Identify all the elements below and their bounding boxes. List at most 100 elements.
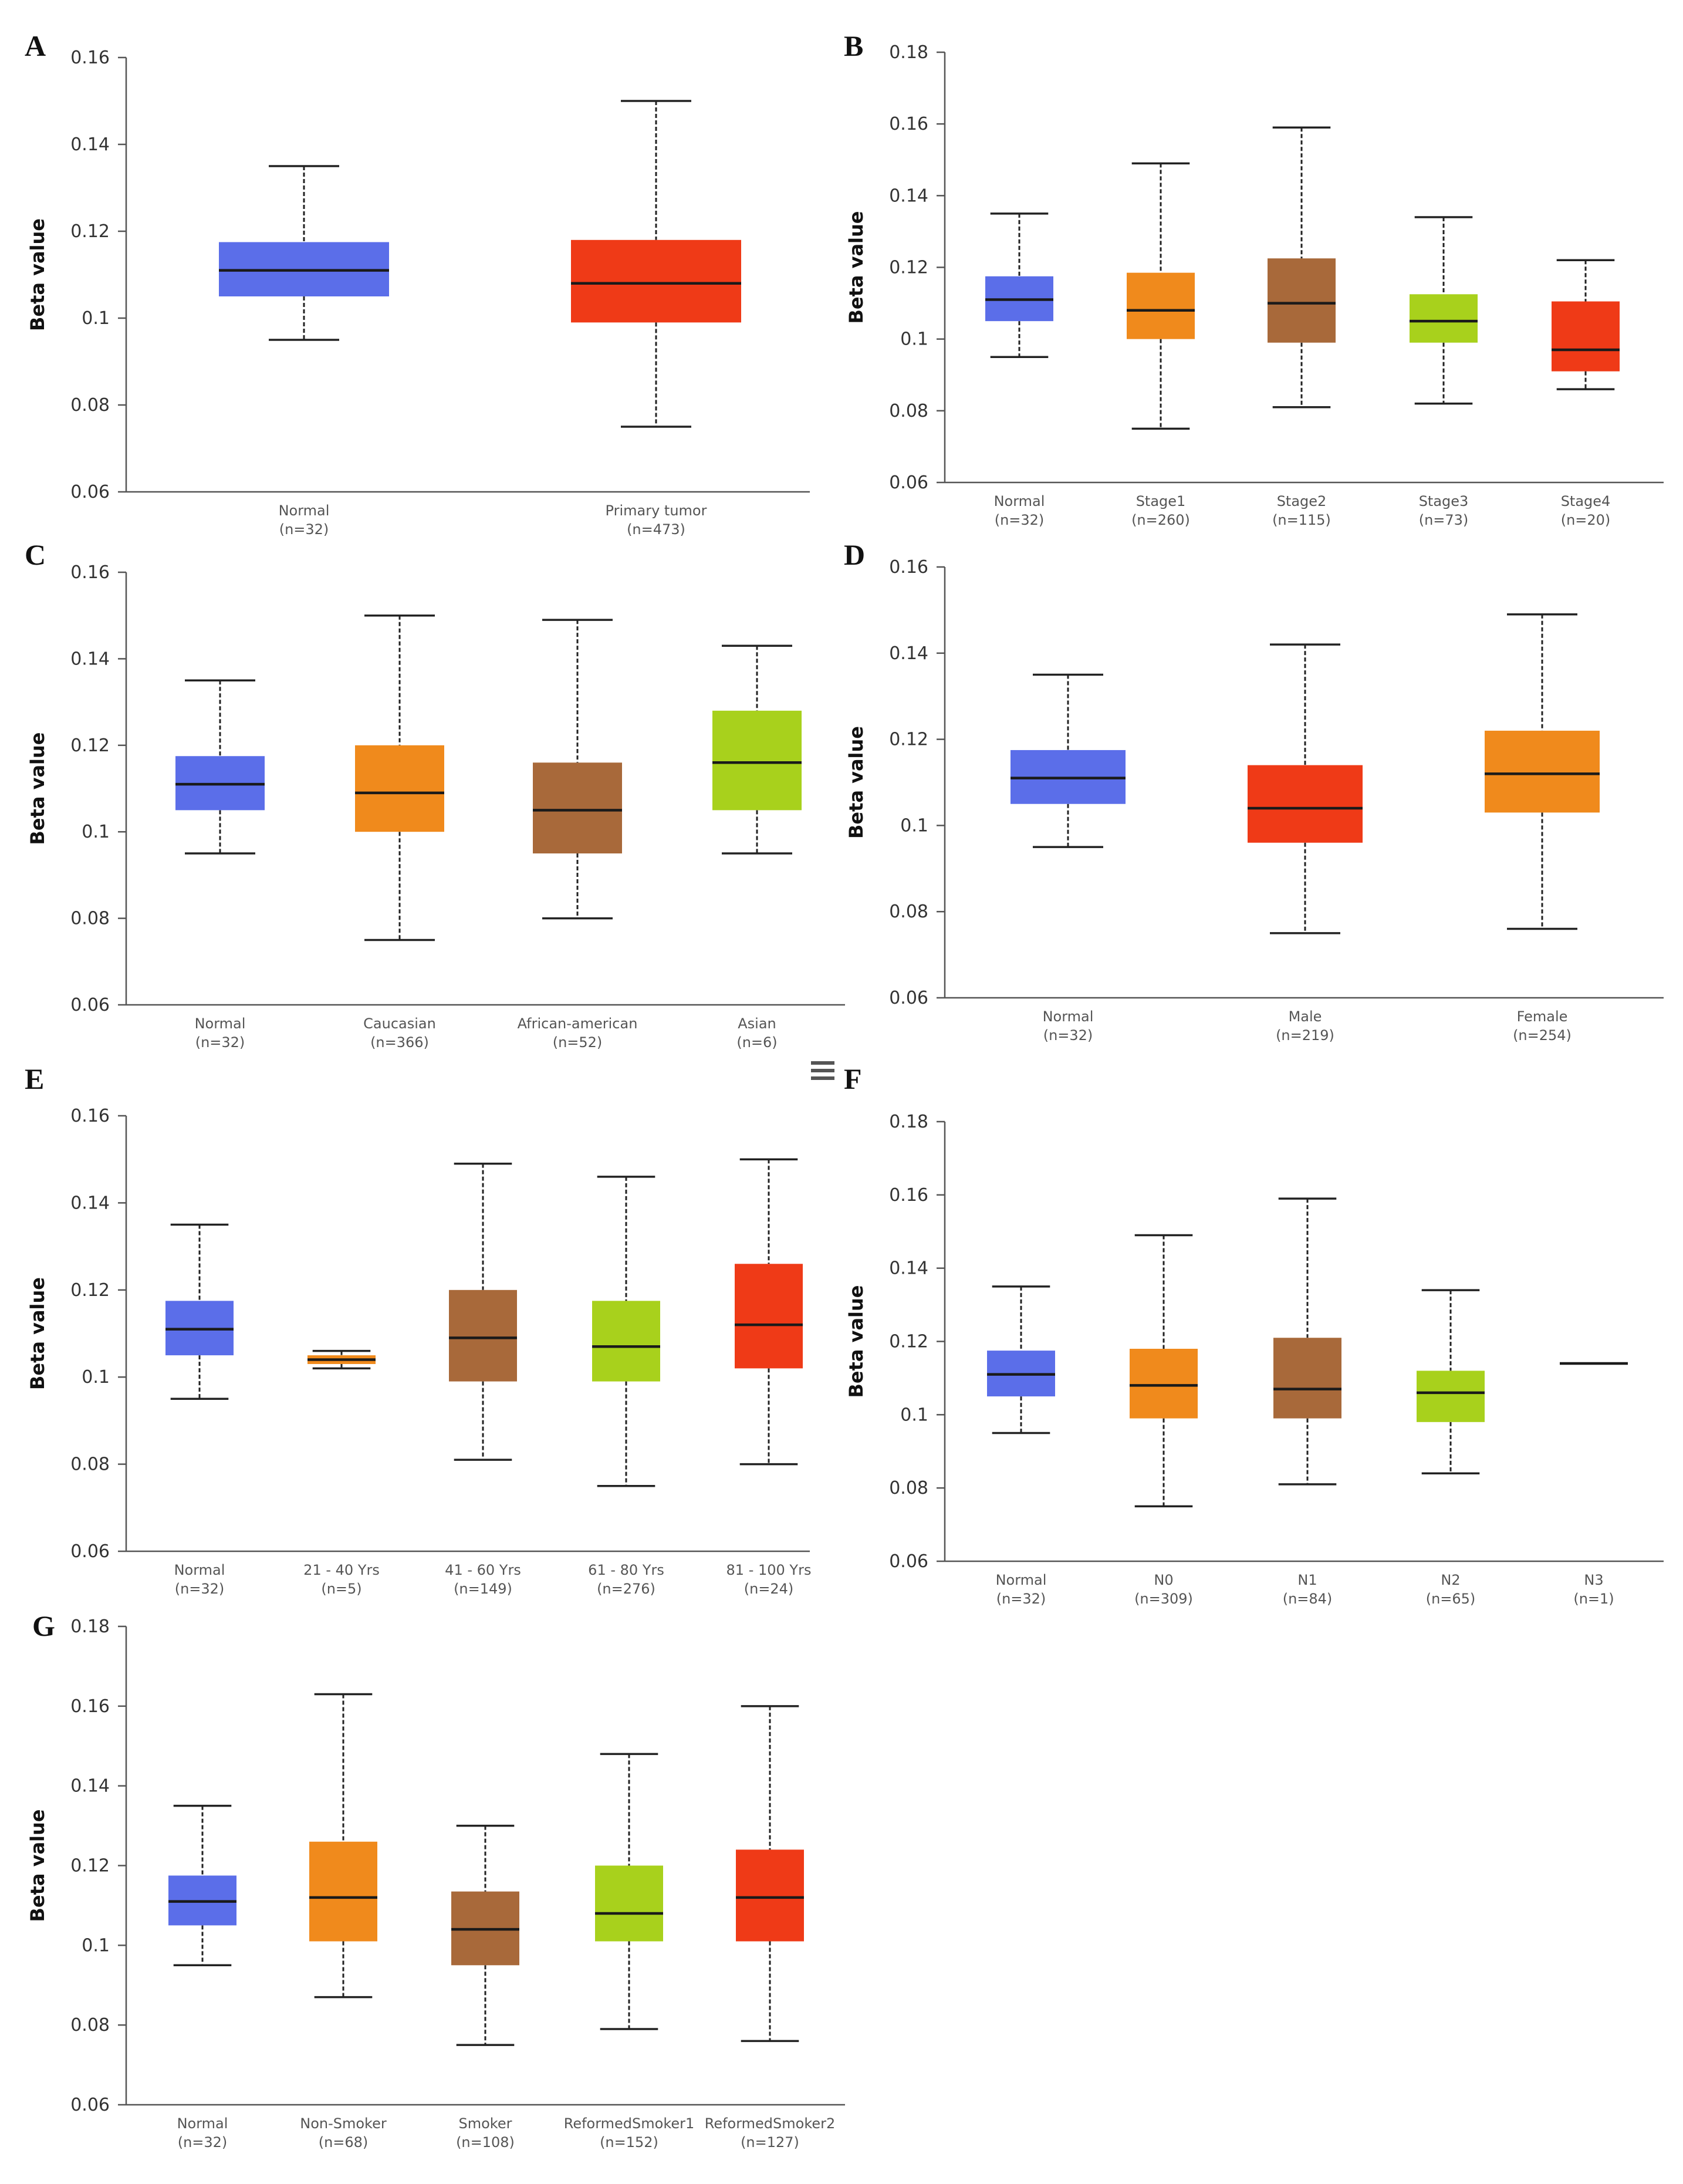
category-count: (n=84) xyxy=(1283,1591,1333,1607)
category-count: (n=473) xyxy=(627,521,685,538)
panel-letter: C xyxy=(25,538,46,571)
category-label: N2 xyxy=(1441,1572,1460,1588)
y-tick-label: 0.14 xyxy=(889,643,928,664)
y-tick-label: 0.1 xyxy=(82,1367,110,1388)
category-label: 21 - 40 Yrs xyxy=(303,1562,380,1578)
y-tick-label: 0.06 xyxy=(889,988,928,1008)
hamburger-menu-icon[interactable] xyxy=(811,1061,834,1080)
menu-icon-bar xyxy=(811,1061,834,1065)
box-81-100-yrs xyxy=(735,1158,803,1466)
y-axis-label: Beta value xyxy=(26,1809,49,1922)
category-label: Stage2 xyxy=(1277,493,1327,509)
box-primary-tumor xyxy=(571,100,741,428)
box-iqr xyxy=(309,1841,377,1942)
y-tick-label: 0.06 xyxy=(70,995,110,1015)
category-label: Normal xyxy=(174,1562,225,1578)
y-tick-label: 0.12 xyxy=(70,221,110,242)
box-21-40-yrs xyxy=(307,1349,376,1370)
panel-letter: A xyxy=(25,29,46,62)
category-count: (n=32) xyxy=(175,1581,225,1597)
category-label: Male xyxy=(1289,1008,1322,1025)
category-label: N3 xyxy=(1584,1572,1603,1588)
category-count: (n=127) xyxy=(741,2134,799,2151)
y-tick-label: 0.08 xyxy=(70,395,110,416)
box-n2 xyxy=(1417,1289,1485,1474)
y-tick-label: 0.12 xyxy=(70,1280,110,1301)
box-normal xyxy=(175,679,265,855)
y-tick-label: 0.16 xyxy=(70,48,110,68)
y-axis-label: Beta value xyxy=(26,732,49,845)
y-tick-label: 0.1 xyxy=(82,308,110,329)
category-label: Normal xyxy=(994,493,1045,509)
panel-d: D 0.06 0.08 0.1 0.12 0.14 0.16 Beta value Normal… xyxy=(844,538,1664,1044)
category-label: ReformedSmoker2 xyxy=(705,2115,836,2132)
category-count: (n=108) xyxy=(456,2134,515,2151)
category-label: Stage3 xyxy=(1419,493,1469,509)
y-tick-label: 0.08 xyxy=(889,1478,928,1498)
y-tick-label: 0.12 xyxy=(889,730,928,750)
box-normal xyxy=(985,212,1053,358)
box-reformedsmoker2 xyxy=(736,1705,804,2043)
menu-icon-bar xyxy=(811,1076,834,1080)
category-label: N0 xyxy=(1154,1572,1173,1588)
box-iqr xyxy=(1127,272,1195,339)
category-count: (n=219) xyxy=(1276,1027,1334,1044)
y-tick-label: 0.14 xyxy=(70,1776,110,1797)
category-label: Normal xyxy=(195,1015,246,1032)
panel-g: G 0.06 0.08 0.1 0.12 0.14 0.16 0.18 Beta value No… xyxy=(26,1609,845,2151)
box-female xyxy=(1485,613,1600,930)
category-count: (n=6) xyxy=(736,1034,777,1051)
box-asian xyxy=(712,644,802,855)
category-count: (n=73) xyxy=(1419,512,1469,528)
box-n1 xyxy=(1273,1197,1341,1486)
panel-letter: F xyxy=(844,1062,862,1095)
box-iqr xyxy=(533,762,622,854)
box-iqr xyxy=(1410,294,1478,343)
y-tick-label: 0.14 xyxy=(889,185,928,206)
y-tick-label: 0.18 xyxy=(889,42,928,63)
y-tick-label: 0.16 xyxy=(889,1185,928,1206)
y-tick-label: 0.06 xyxy=(70,1541,110,1562)
box-41-60-yrs xyxy=(449,1162,517,1461)
category-count: (n=152) xyxy=(600,2134,658,2151)
y-tick-label: 0.08 xyxy=(70,1454,110,1475)
category-count: (n=149) xyxy=(454,1581,512,1597)
box-iqr xyxy=(1485,730,1600,813)
category-label: Non-Smoker xyxy=(300,2115,387,2132)
box-normal xyxy=(987,1285,1055,1434)
y-tick-label: 0.18 xyxy=(889,1112,928,1132)
category-count: (n=260) xyxy=(1131,512,1190,528)
box-iqr xyxy=(595,1865,663,1942)
box-iqr xyxy=(1417,1371,1485,1422)
box-african-american xyxy=(533,619,622,920)
y-tick-label: 0.08 xyxy=(70,2015,110,2036)
category-label: 81 - 100 Yrs xyxy=(726,1562,812,1578)
box-stage3 xyxy=(1410,216,1478,405)
menu-icon-bar xyxy=(811,1069,834,1072)
category-label: Normal xyxy=(1043,1008,1094,1025)
panel-letter: D xyxy=(844,538,865,571)
category-label: Stage4 xyxy=(1561,493,1611,509)
category-label: Normal xyxy=(177,2115,228,2132)
y-tick-label: 0.18 xyxy=(70,1616,110,1637)
panel-a: A 0.06 0.08 0.1 0.12 0.14 0.16 Beta value Normal… xyxy=(25,29,810,538)
box-iqr xyxy=(449,1290,517,1382)
category-count: (n=309) xyxy=(1134,1591,1193,1607)
y-tick-label: 0.1 xyxy=(82,1935,110,1956)
y-tick-label: 0.16 xyxy=(70,1106,110,1126)
panel-b: B 0.06 0.08 0.1 0.12 0.14 0.16 0.18 Beta value No… xyxy=(844,29,1664,528)
panel-e: E 0.06 0.08 0.1 0.12 0.14 0.16 Beta value Normal… xyxy=(25,1062,811,1597)
y-tick-label: 0.14 xyxy=(70,134,110,155)
y-tick-label: 0.08 xyxy=(889,902,928,922)
box-stage2 xyxy=(1268,126,1336,409)
y-tick-label: 0.14 xyxy=(70,1193,110,1213)
category-label: Smoker xyxy=(459,2115,512,2132)
box-n0 xyxy=(1130,1234,1198,1508)
category-count: (n=1) xyxy=(1573,1591,1614,1607)
y-axis-label: Beta value xyxy=(845,1285,867,1398)
y-tick-label: 0.12 xyxy=(70,1856,110,1876)
panel-letter: G xyxy=(32,1609,55,1642)
category-count: (n=32) xyxy=(195,1034,245,1051)
box-stage4 xyxy=(1552,259,1620,390)
